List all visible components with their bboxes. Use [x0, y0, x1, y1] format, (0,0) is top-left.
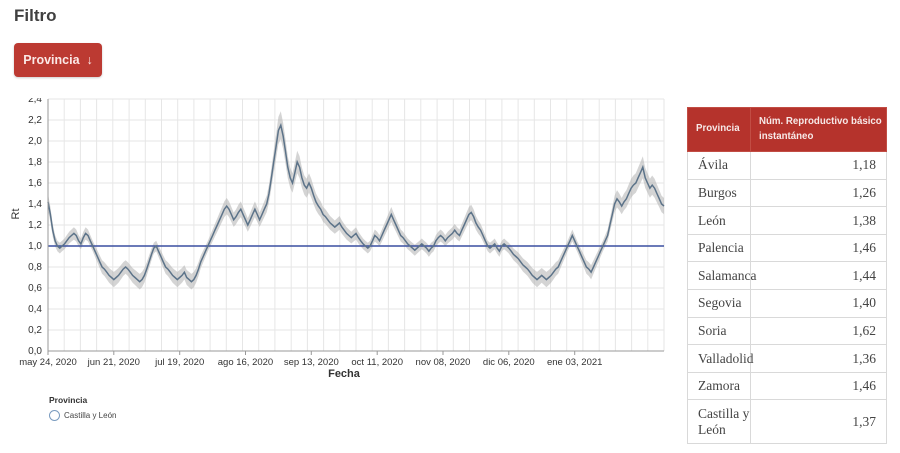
svg-text:2,2: 2,2: [28, 115, 42, 126]
svg-text:1,2: 1,2: [28, 220, 42, 231]
svg-text:oct 11, 2020: oct 11, 2020: [351, 357, 403, 368]
svg-text:jun 21, 2020: jun 21, 2020: [87, 357, 140, 368]
svg-text:0,8: 0,8: [28, 262, 42, 273]
svg-text:may 24, 2020: may 24, 2020: [19, 357, 77, 368]
svg-text:dic 06, 2020: dic 06, 2020: [483, 357, 535, 368]
svg-text:nov 08, 2020: nov 08, 2020: [416, 357, 471, 368]
svg-text:0,2: 0,2: [28, 325, 42, 336]
svg-text:ago 16, 2020: ago 16, 2020: [218, 357, 273, 368]
svg-text:1,6: 1,6: [28, 178, 42, 189]
svg-text:1,0: 1,0: [28, 241, 42, 252]
svg-text:ene 03, 2021: ene 03, 2021: [547, 357, 602, 368]
svg-text:1,4: 1,4: [28, 199, 42, 210]
svg-text:0,6: 0,6: [28, 283, 42, 294]
svg-text:sep 13, 2020: sep 13, 2020: [284, 357, 339, 368]
svg-text:0,4: 0,4: [28, 304, 42, 315]
svg-text:0,0: 0,0: [28, 346, 42, 357]
svg-text:2,4: 2,4: [28, 98, 42, 105]
svg-text:1,8: 1,8: [28, 157, 42, 168]
svg-text:2,0: 2,0: [28, 136, 42, 147]
svg-text:jul 19, 2020: jul 19, 2020: [154, 357, 204, 368]
